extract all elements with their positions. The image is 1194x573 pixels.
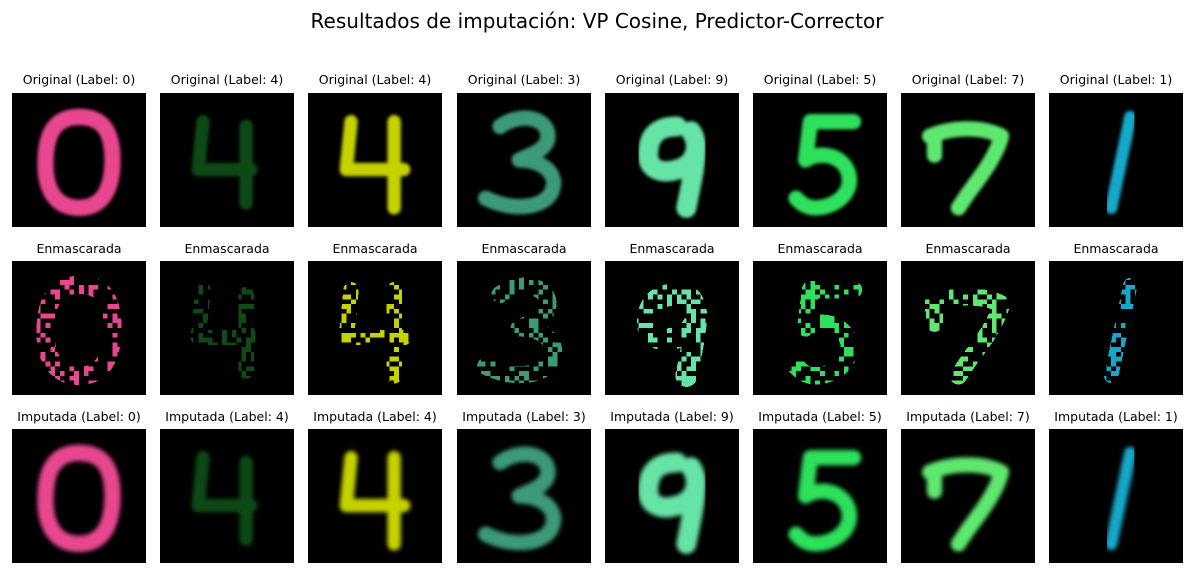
masked-image-1	[12, 261, 146, 395]
original-title-1: Original (Label: 0)	[22, 72, 136, 87]
original-title-3: Original (Label: 4)	[318, 72, 432, 87]
masked-title-7: Enmascarada	[925, 241, 1011, 256]
original-image-5	[605, 93, 739, 227]
original-image-6	[753, 93, 887, 227]
original-image-1	[12, 93, 146, 227]
imputed-image-2	[160, 429, 294, 563]
original-image-8	[1049, 93, 1183, 227]
imputed-title-5: Imputada (Label: 9)	[610, 409, 734, 424]
original-image-4	[457, 93, 591, 227]
imputed-image-1	[12, 429, 146, 563]
masked-image-5	[605, 261, 739, 395]
masked-title-6: Enmascarada	[777, 241, 863, 256]
masked-image-2	[160, 261, 294, 395]
original-image-7	[901, 93, 1035, 227]
original-title-2: Original (Label: 4)	[170, 72, 284, 87]
imputed-title-2: Imputada (Label: 4)	[165, 409, 289, 424]
imputed-title-3: Imputada (Label: 4)	[313, 409, 437, 424]
masked-title-3: Enmascarada	[332, 241, 418, 256]
imputed-title-4: Imputada (Label: 3)	[462, 409, 586, 424]
masked-title-1: Enmascarada	[36, 241, 122, 256]
masked-image-8	[1049, 261, 1183, 395]
masked-image-4	[457, 261, 591, 395]
original-title-7: Original (Label: 7)	[911, 72, 1025, 87]
masked-title-4: Enmascarada	[481, 241, 567, 256]
imputed-image-6	[753, 429, 887, 563]
imputed-title-8: Imputada (Label: 1)	[1054, 409, 1178, 424]
imputed-image-4	[457, 429, 591, 563]
masked-title-5: Enmascarada	[629, 241, 715, 256]
imputed-title-6: Imputada (Label: 5)	[758, 409, 882, 424]
masked-image-3	[308, 261, 442, 395]
imputed-image-7	[901, 429, 1035, 563]
imputed-image-3	[308, 429, 442, 563]
imputed-image-5	[605, 429, 739, 563]
masked-title-8: Enmascarada	[1073, 241, 1159, 256]
original-title-8: Original (Label: 1)	[1059, 72, 1173, 87]
figure-title: Resultados de imputación: VP Cosine, Pre…	[310, 9, 884, 33]
imputed-image-8	[1049, 429, 1183, 563]
imputed-title-1: Imputada (Label: 0)	[17, 409, 141, 424]
masked-image-6	[753, 261, 887, 395]
masked-image-7	[901, 261, 1035, 395]
original-title-4: Original (Label: 3)	[467, 72, 581, 87]
imputed-title-7: Imputada (Label: 7)	[906, 409, 1030, 424]
original-image-2	[160, 93, 294, 227]
original-title-6: Original (Label: 5)	[763, 72, 877, 87]
original-image-3	[308, 93, 442, 227]
masked-title-2: Enmascarada	[184, 241, 270, 256]
original-title-5: Original (Label: 9)	[615, 72, 729, 87]
